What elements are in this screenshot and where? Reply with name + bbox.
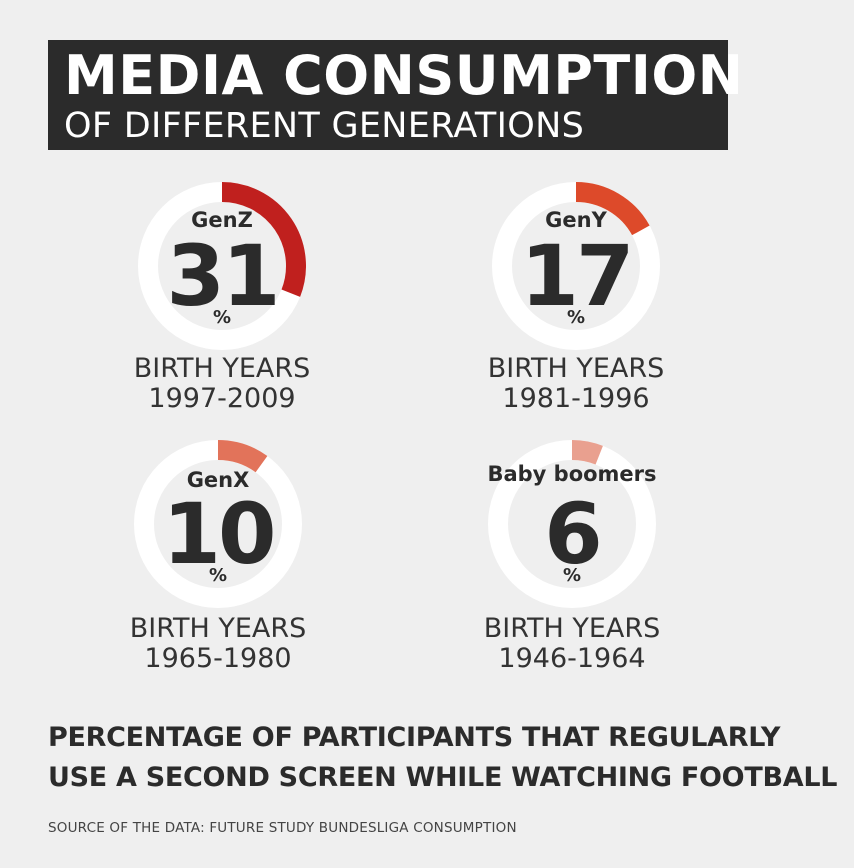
generation-name: GenY	[545, 208, 607, 232]
birth-years-label: BIRTH YEARS	[483, 613, 661, 644]
generation-name: Baby boomers	[487, 462, 657, 486]
donut-arc-genx	[217, 440, 268, 473]
donut-geny	[492, 182, 660, 350]
generation-value: 6	[544, 485, 602, 583]
page-title: MEDIA CONSUMPTION	[64, 44, 744, 107]
percent-sign: %	[566, 307, 586, 328]
caption-line-2: USE A SECOND SCREEN WHILE WATCHING FOOTB…	[48, 762, 838, 793]
chart-caption: PERCENTAGE OF PARTICIPANTS THAT REGULARL…	[48, 718, 838, 798]
donut-arc-baby-boomers	[571, 440, 603, 465]
generation-geny: GenY 17 % BIRTH YEARS 1981-1996	[426, 182, 726, 414]
donut-arc-geny	[575, 182, 650, 236]
generation-value: 17	[520, 227, 635, 325]
page-subtitle: OF DIFFERENT GENERATIONS	[64, 106, 585, 146]
birth-years: 1965-1980	[144, 643, 292, 674]
donut-genz	[138, 182, 306, 350]
birth-years-label: BIRTH YEARS	[487, 353, 665, 384]
percent-sign: %	[562, 565, 582, 586]
source-note: SOURCE OF THE DATA: FUTURE STUDY BUNDESL…	[48, 820, 517, 836]
generation-name: GenX	[186, 468, 250, 492]
title-box: MEDIA CONSUMPTION OF DIFFERENT GENERATIO…	[48, 40, 743, 150]
percent-sign: %	[208, 565, 228, 586]
birth-years: 1946-1964	[498, 643, 646, 674]
generation-value: 10	[162, 485, 277, 583]
generation-name: GenZ	[191, 208, 253, 232]
birth-years-label: BIRTH YEARS	[129, 613, 307, 644]
caption-line-1: PERCENTAGE OF PARTICIPANTS THAT REGULARL…	[48, 722, 781, 753]
percent-sign: %	[212, 307, 232, 328]
birth-years: 1997-2009	[148, 383, 296, 414]
birth-years-label: BIRTH YEARS	[133, 353, 311, 384]
donut-baby-boomers	[488, 440, 656, 608]
donut-arc-genz	[221, 182, 306, 297]
donut-genx	[134, 440, 302, 608]
generation-genx: GenX 10 % BIRTH YEARS 1965-1980	[68, 440, 368, 674]
generation-genz: GenZ 31 % BIRTH YEARS 1997-2009	[72, 182, 372, 414]
generation-baby-boomers: Baby boomers 6 % BIRTH YEARS 1946-1964	[422, 440, 722, 674]
birth-years: 1981-1996	[502, 383, 650, 414]
generation-value: 31	[166, 227, 281, 325]
